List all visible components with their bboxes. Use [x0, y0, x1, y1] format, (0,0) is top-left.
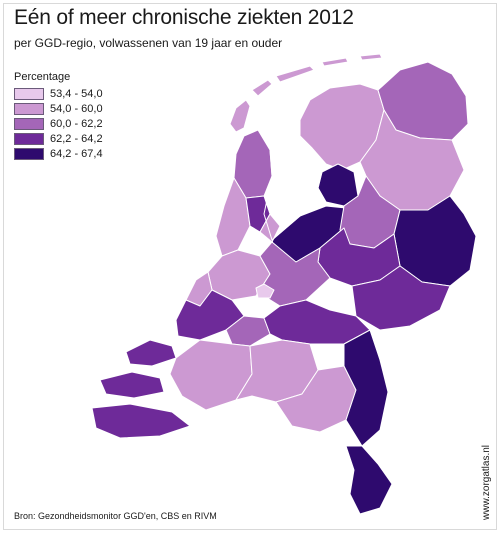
legend: 53,4 - 54,0 54,0 - 60,0 60,0 - 62,2 62,2… [14, 86, 103, 161]
legend-swatch-1 [14, 87, 44, 100]
region-vlieland[interactable] [251, 79, 273, 97]
legend-item: 54,0 - 60,0 [14, 101, 103, 116]
legend-swatch-4 [14, 132, 44, 145]
map-title: Eén of meer chronische ziekten 2012 [14, 6, 354, 29]
region-utrecht-stad[interactable] [255, 283, 275, 299]
region-zeeland-middle[interactable] [99, 371, 165, 399]
region-terschelling[interactable] [275, 65, 315, 83]
region-gelderland-zuid[interactable] [263, 299, 371, 345]
region-rotterdam-rijnmond[interactable] [175, 289, 245, 341]
legend-label-2: 54,0 - 60,0 [50, 102, 103, 115]
region-limburg-noord[interactable] [343, 329, 389, 447]
region-ameland[interactable] [321, 57, 349, 67]
region-zuid-limburg[interactable] [345, 445, 393, 515]
legend-label-4: 62,2 - 64,2 [50, 132, 103, 145]
legend-swatch-2 [14, 102, 44, 115]
region-gooi[interactable] [259, 213, 281, 243]
legend-label-1: 53,4 - 54,0 [50, 87, 103, 100]
map-subtitle: per GGD-regio, volwassenen van 19 jaar e… [14, 36, 283, 50]
region-schiermonnikoog[interactable] [359, 53, 383, 61]
watermark-url[interactable]: www.zorgatlas.nl [481, 444, 492, 520]
region-gelderland-midden[interactable] [351, 265, 451, 331]
region-zeeland-north[interactable] [125, 339, 177, 367]
legend-item: 53,4 - 54,0 [14, 86, 103, 101]
legend-title: Percentage [14, 71, 71, 83]
legend-swatch-5 [14, 147, 44, 160]
legend-item: 60,0 - 62,2 [14, 116, 103, 131]
legend-swatch-3 [14, 117, 44, 130]
legend-label-3: 60,0 - 62,2 [50, 117, 103, 130]
legend-label-5: 64,2 - 67,4 [50, 147, 103, 160]
region-zeeland-south[interactable] [91, 403, 191, 439]
legend-item: 62,2 - 64,2 [14, 131, 103, 146]
figure-frame [3, 3, 497, 530]
region-texel[interactable] [229, 99, 251, 133]
source-note: Bron: Gezondheidsmonitor GGD'en, CBS en … [14, 511, 217, 521]
ijsselmeer-outline [263, 125, 327, 241]
legend-item: 64,2 - 67,4 [14, 146, 103, 161]
